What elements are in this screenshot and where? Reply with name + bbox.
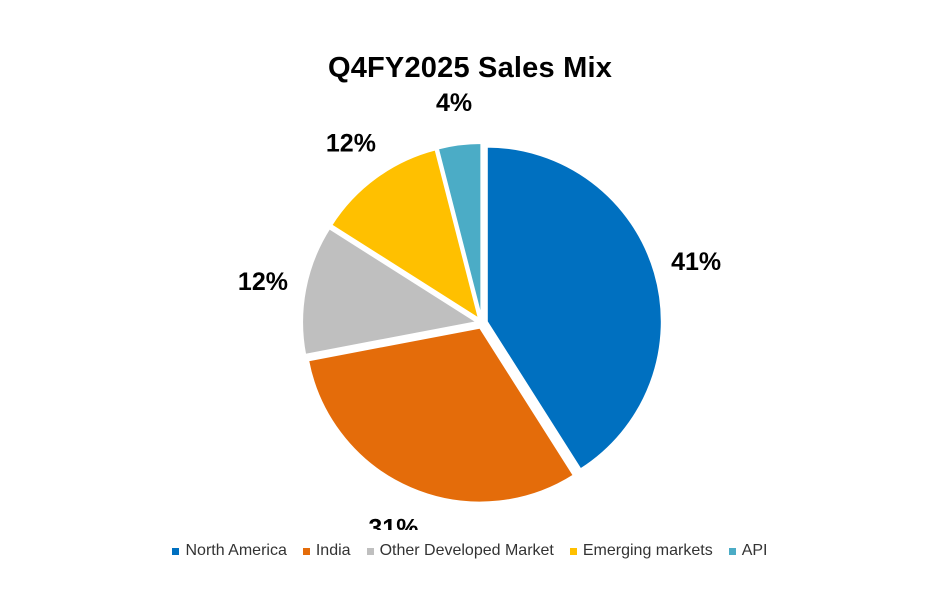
legend-item-north-america: North America [172, 542, 287, 560]
legend-swatch [569, 547, 577, 555]
legend-label: India [315, 542, 351, 559]
pie-slice-north-america [485, 145, 663, 471]
pie-slice-emerging-markets [329, 148, 481, 322]
data-label-north-america: 41% [671, 248, 721, 276]
legend: North America India Other Developed Market… [0, 542, 940, 560]
legend-label: North America [185, 542, 287, 559]
legend-swatch [172, 547, 180, 555]
legend-item-india: India [302, 542, 351, 560]
pie-slice-api [436, 142, 483, 319]
legend-label: Emerging markets [582, 542, 713, 559]
legend-swatch [302, 547, 310, 555]
pie-chart: 41% 31% 12% 12% 4% [238, 89, 721, 530]
chart-title: Q4FY2025 Sales Mix [327, 52, 613, 84]
legend-item-api: API [728, 542, 768, 560]
legend-item-emerging-markets: Emerging markets [569, 542, 713, 560]
data-label-other-developed-market: 12% [238, 268, 288, 296]
data-label-api: 4% [436, 89, 472, 117]
data-label-india: 31% [368, 515, 418, 530]
pie-slice-india [306, 326, 576, 504]
legend-label: Other Developed Market [379, 542, 554, 559]
legend-item-other-developed-market: Other Developed Market [366, 542, 554, 560]
data-label-emerging-markets: 12% [326, 130, 376, 158]
legend-swatch [366, 547, 374, 555]
legend-label: API [741, 542, 768, 559]
pie-slices [301, 142, 663, 504]
legend-swatch [728, 547, 736, 555]
pie-slice-other-developed-market [301, 226, 480, 357]
pie-data-labels: 41% 31% 12% 12% 4% [238, 89, 721, 530]
